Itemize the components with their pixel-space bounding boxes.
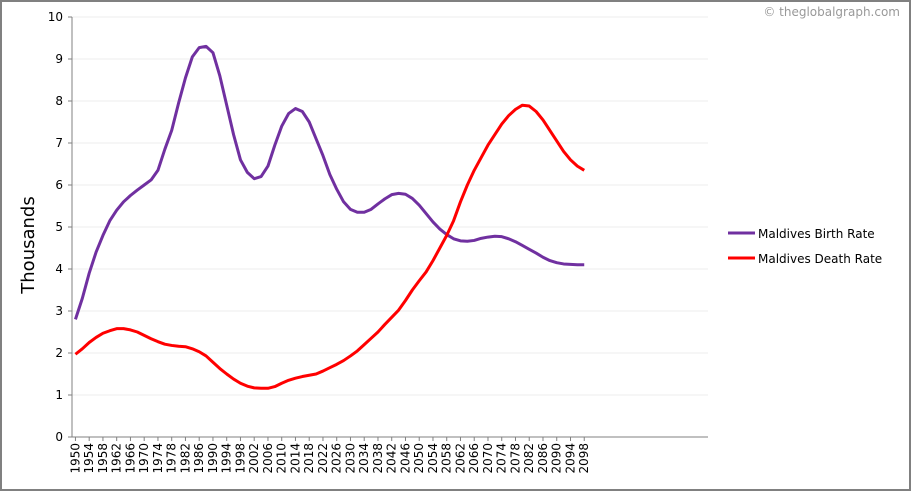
y-tick-label: 2 [55, 346, 63, 360]
data-line [74, 44, 585, 320]
x-tick-label: 2050 [412, 443, 426, 474]
x-tick-label: 2042 [385, 443, 399, 474]
x-tick-label: 2078 [508, 443, 522, 474]
y-tick-label: 0 [55, 430, 63, 444]
x-tick-label: 1966 [123, 443, 137, 474]
x-tick-label: 2034 [357, 443, 371, 474]
x-tick-label: 2074 [495, 443, 509, 474]
x-tick-label: 1974 [151, 443, 165, 474]
x-tick-label: 2038 [371, 443, 385, 474]
y-tick-label: 10 [48, 10, 63, 24]
x-tick-label: 2082 [522, 443, 536, 474]
x-tick-label: 2022 [316, 443, 330, 474]
y-tick-label: 3 [55, 304, 63, 318]
y-tick-label: 4 [55, 262, 63, 276]
x-tick-label: 2062 [453, 443, 467, 474]
x-tick-label: 1982 [178, 443, 192, 474]
x-tick-label: 1990 [206, 443, 220, 474]
x-tick-label: 2026 [330, 443, 344, 474]
x-tick-label: 2002 [247, 443, 261, 474]
x-tick-label: 1978 [165, 443, 179, 474]
x-tick-label: 1986 [192, 443, 206, 474]
x-tick-label: 2010 [275, 443, 289, 474]
x-tick-label: 1962 [110, 443, 124, 474]
x-tick-label: 2094 [563, 443, 577, 474]
y-tick-label: 5 [55, 220, 63, 234]
x-tick-label: 1958 [96, 443, 110, 474]
y-axis-label: Thousands [18, 196, 39, 294]
x-tick-label: 2030 [343, 443, 357, 474]
x-tick-label: 2018 [302, 443, 316, 474]
x-tick-label: 2054 [426, 443, 440, 474]
x-tick-label: 1998 [233, 443, 247, 474]
legend-label: Maldives Birth Rate [758, 227, 875, 241]
y-tick-label: 6 [55, 178, 63, 192]
x-tick-label: 1970 [137, 443, 151, 474]
x-tick-label: 1954 [82, 443, 96, 474]
data-line [74, 103, 586, 390]
x-tick-label: 2090 [550, 443, 564, 474]
legend-label: Maldives Death Rate [758, 252, 882, 266]
watermark: © theglobalgraph.com [763, 5, 900, 19]
y-tick-label: 9 [55, 52, 63, 66]
x-tick-label: 2046 [398, 443, 412, 474]
x-tick-label: 2066 [467, 443, 481, 474]
x-tick-label: 2014 [288, 443, 302, 474]
x-tick-label: 1950 [68, 443, 82, 474]
y-tick-label: 1 [55, 388, 63, 402]
x-tick-label: 2086 [536, 443, 550, 474]
y-tick-label: 8 [55, 94, 63, 108]
x-tick-label: 2006 [261, 443, 275, 474]
x-tick-label: 2070 [481, 443, 495, 474]
x-tick-label: 1994 [220, 443, 234, 474]
y-tick-label: 7 [55, 136, 63, 150]
x-tick-label: 2098 [577, 443, 591, 474]
x-tick-label: 2058 [440, 443, 454, 474]
